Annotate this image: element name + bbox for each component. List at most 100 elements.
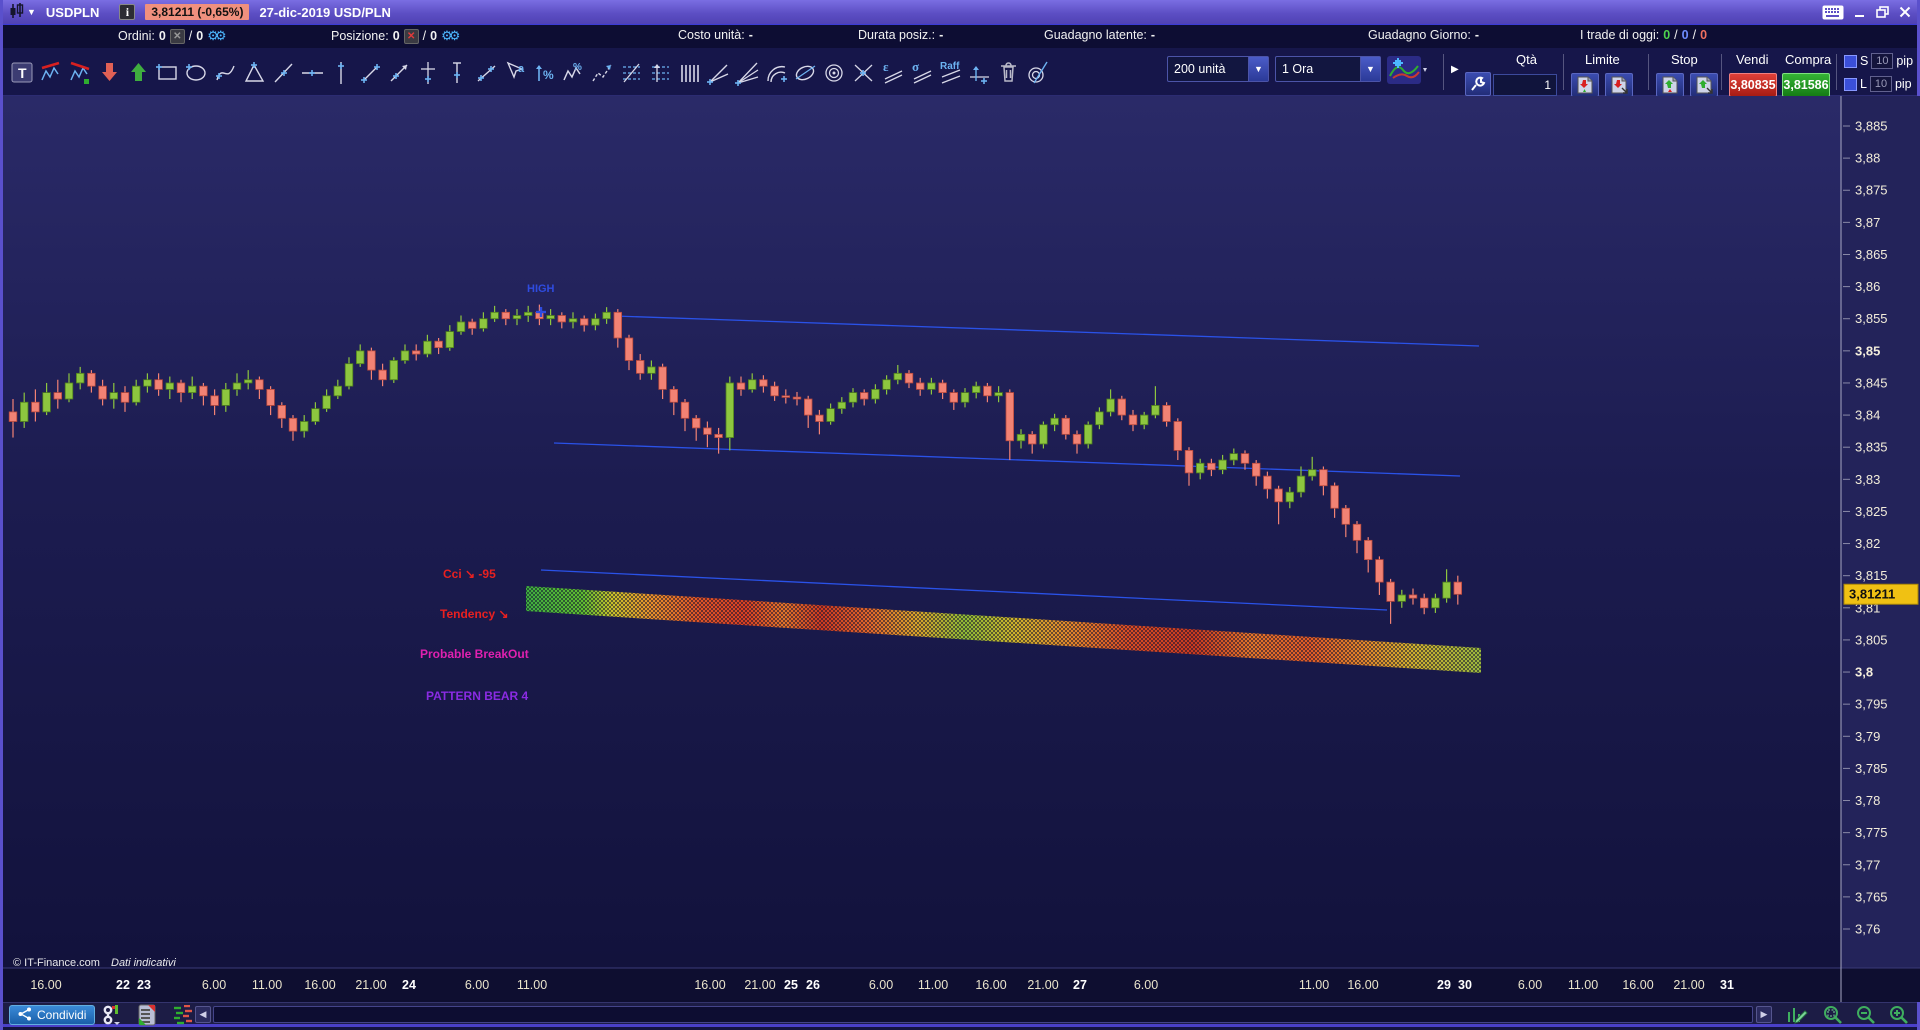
close-position-button[interactable]: ✕: [403, 28, 419, 44]
target-tool-icon[interactable]: [1024, 55, 1051, 89]
zoom-select-icon[interactable]: [1821, 1004, 1845, 1026]
stop-buy-order-button[interactable]: [1690, 73, 1718, 97]
zoom-in-icon[interactable]: [1887, 1004, 1911, 1026]
cross-tool-icon[interactable]: [415, 55, 442, 89]
candlestick-chart[interactable]: HIGH Cci ↘ -95 Tendency ↘ Probable BreakOut…: [3, 96, 1920, 1002]
label-tool-icon[interactable]: a: [502, 55, 529, 89]
curve-tool-icon[interactable]: [212, 55, 239, 89]
crossline-tool-icon[interactable]: [850, 55, 877, 89]
svg-text:3,765: 3,765: [1855, 889, 1888, 904]
svg-text:3,79: 3,79: [1855, 729, 1880, 744]
limit-sell-order-button[interactable]: [1571, 73, 1599, 97]
stop-pip-input[interactable]: 10: [1871, 53, 1894, 69]
limit-checkbox[interactable]: [1844, 77, 1857, 91]
chevron-down-icon[interactable]: ▼: [1248, 57, 1268, 81]
arrow-down-tool-icon[interactable]: [96, 55, 123, 89]
add-chart-icon[interactable]: [1387, 56, 1427, 89]
limit-buy-order-button[interactable]: [1605, 73, 1633, 97]
volume-bars-tool-icon[interactable]: [676, 55, 703, 89]
limit-pip-input[interactable]: 10: [1869, 76, 1892, 92]
cancel-orders-button[interactable]: ✕: [169, 28, 185, 44]
retracement-tool-icon[interactable]: [618, 55, 645, 89]
vertical-segment-tool-icon[interactable]: [444, 55, 471, 89]
chart-edit-icon[interactable]: [1785, 1004, 1809, 1026]
chart-type-icon[interactable]: [9, 2, 27, 22]
arc-tool-icon[interactable]: [763, 55, 790, 89]
vertical-line-tool-icon[interactable]: [328, 55, 355, 89]
svg-text:3,78: 3,78: [1855, 793, 1880, 808]
buy-price-button[interactable]: 3,81586: [1782, 73, 1830, 97]
chart-plot-area[interactable]: [3, 96, 1841, 968]
svg-text:Cci ↘ -95: Cci ↘ -95: [443, 567, 496, 581]
trend-tool-icon[interactable]: [473, 55, 500, 89]
pattern-bull-tool-icon[interactable]: [38, 55, 65, 89]
segment-tool-icon[interactable]: [357, 55, 384, 89]
svg-text:16.00: 16.00: [694, 978, 725, 992]
zoom-out-icon[interactable]: [1854, 1004, 1878, 1026]
close-icon[interactable]: [1899, 6, 1911, 18]
svg-text:11.00: 11.00: [1568, 978, 1598, 992]
svg-text:11.00: 11.00: [1299, 978, 1329, 992]
expand-panel-icon[interactable]: ▶: [1451, 64, 1459, 75]
svg-text:ε: ε: [883, 59, 889, 74]
share-icon: [18, 1007, 32, 1024]
link-icon[interactable]: [99, 1004, 123, 1026]
axes-tool-icon[interactable]: [966, 55, 993, 89]
horizontal-line-tool-icon[interactable]: [299, 55, 326, 89]
pattern-bear-tool-icon[interactable]: [67, 55, 94, 89]
svg-text:31: 31: [1720, 978, 1734, 992]
position-settings-icon[interactable]: ⚙⚙: [441, 28, 460, 43]
stop-checkbox[interactable]: [1844, 54, 1857, 68]
current-price-tag: 3,81211: [1843, 583, 1919, 605]
sell-label: Vendi: [1736, 52, 1769, 67]
svg-text:a: a: [518, 63, 525, 75]
svg-text:3,785: 3,785: [1855, 761, 1888, 776]
line-tool-icon[interactable]: [270, 55, 297, 89]
spiral-tool-icon[interactable]: [821, 55, 848, 89]
trades-today-status: I trade di oggi: 0 / 0 / 0: [1580, 28, 1708, 42]
timeframe-combo[interactable]: 1 Ora ▼: [1275, 56, 1381, 82]
raff-tool-icon[interactable]: Raff: [937, 55, 964, 89]
ellipse-axis-tool-icon[interactable]: [792, 55, 819, 89]
svg-text:3,81211: 3,81211: [1849, 587, 1895, 602]
sigma-tool-icon[interactable]: σ: [908, 55, 935, 89]
minimize-icon[interactable]: [1854, 6, 1866, 18]
share-button[interactable]: Condividi: [9, 1005, 96, 1025]
sell-price-button[interactable]: 3,80835: [1729, 73, 1777, 97]
restore-icon[interactable]: [1876, 6, 1889, 18]
symbol-dropdown-icon[interactable]: ▼: [27, 7, 36, 17]
orders-status: Ordini: 0 ✕ / 0 ⚙⚙: [118, 28, 227, 44]
arrow-up-tool-icon[interactable]: [125, 55, 152, 89]
retracement2-tool-icon[interactable]: [647, 55, 674, 89]
info-button[interactable]: i: [119, 4, 136, 20]
wrench-icon[interactable]: [1465, 72, 1491, 96]
percent-zigzag-tool-icon[interactable]: %: [560, 55, 587, 89]
triangle-tool-icon[interactable]: [241, 55, 268, 89]
rectangle-tool-icon[interactable]: [154, 55, 181, 89]
keyboard-icon[interactable]: [1822, 5, 1844, 20]
percent-tool-icon[interactable]: %: [531, 55, 558, 89]
ray-tool-icon[interactable]: [386, 55, 413, 89]
forecast-tool-icon[interactable]: [589, 55, 616, 89]
price-axis-pane[interactable]: [1841, 96, 1920, 968]
svg-text:6.00: 6.00: [1134, 978, 1158, 992]
stop-sell-order-button[interactable]: [1656, 73, 1684, 97]
ellipse-tool-icon[interactable]: [183, 55, 210, 89]
svg-text:3,835: 3,835: [1855, 440, 1888, 455]
orders-settings-icon[interactable]: ⚙⚙: [207, 28, 226, 43]
quantity-input[interactable]: 1: [1493, 74, 1557, 96]
quantity-combo[interactable]: 200 unità ▼: [1167, 56, 1269, 82]
orderbook-icon[interactable]: [171, 1004, 195, 1026]
fan-tool-icon[interactable]: [734, 55, 761, 89]
chevron-down-icon[interactable]: ▼: [1360, 57, 1380, 81]
text-tool-icon[interactable]: T: [9, 55, 36, 89]
trash-tool-icon[interactable]: [995, 55, 1022, 89]
chart-scrollbar[interactable]: [213, 1006, 1753, 1023]
scroll-left-button[interactable]: ◀: [195, 1006, 211, 1023]
svg-text:21.00: 21.00: [355, 978, 386, 992]
time-axis-pane[interactable]: [3, 968, 1920, 1002]
scroll-right-button[interactable]: ▶: [1756, 1006, 1772, 1023]
angle-tool-icon[interactable]: [705, 55, 732, 89]
report-icon[interactable]: [135, 1004, 159, 1026]
epsilon-tool-icon[interactable]: ε: [879, 55, 906, 89]
